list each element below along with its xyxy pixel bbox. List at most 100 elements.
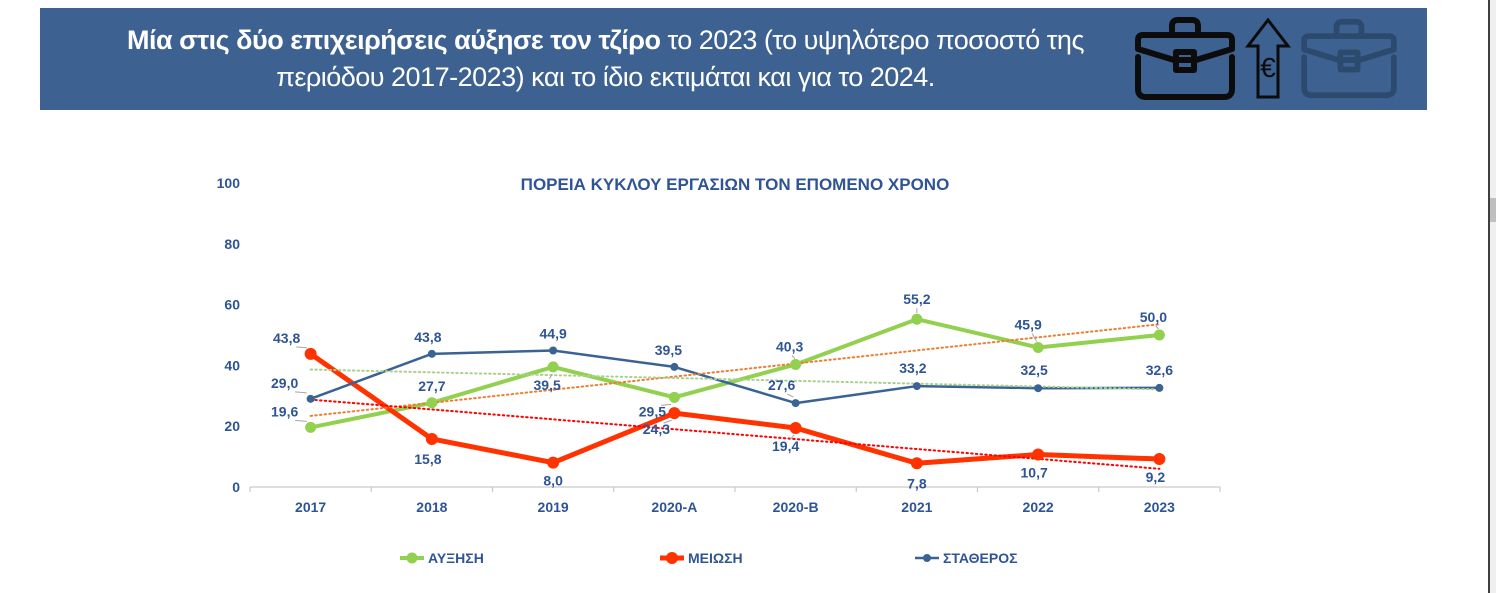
- x-tick-label: 2017: [295, 499, 326, 515]
- label-leader-line: [1155, 325, 1159, 330]
- legend-item-ΑΥΞΗΣΗ: ΑΥΞΗΣΗ: [400, 550, 484, 566]
- legend-item-ΣΤΑΘΕΡΟΣ: ΣΤΑΘΕΡΟΣ: [915, 550, 1018, 566]
- data-point-ΣΤΑΘΕΡΟΣ: [1155, 383, 1164, 392]
- trendline-ΣΤΑΘΕΡΟΣ: [309, 368, 1161, 391]
- data-point-ΑΥΞΗΣΗ: [547, 361, 559, 373]
- data-label: 27,7: [418, 378, 445, 394]
- data-label: 43,8: [414, 329, 441, 345]
- label-leader-line: [549, 373, 553, 380]
- data-label: 32,6: [1146, 362, 1173, 378]
- chart-canvas: ΠΟΡΕΙΑ ΚΥΚΛΟΥ ΕΡΓΑΣΙΩΝ ΤΟΝ ΕΠΟΜΕΝΟ ΧΡΟΝΟ…: [217, 175, 1221, 566]
- data-label: 24,3: [643, 421, 670, 437]
- window-border: [1488, 0, 1490, 593]
- data-point-ΜΕΙΩΣΗ: [668, 407, 681, 420]
- data-label: 10,7: [1021, 464, 1048, 480]
- data-label: 39,5: [534, 377, 561, 393]
- legend-label: ΜΕΙΩΣΗ: [688, 550, 743, 566]
- euro-symbol: €: [1260, 52, 1276, 83]
- data-point-ΜΕΙΩΣΗ: [304, 347, 317, 360]
- data-point-ΣΤΑΘΕΡΟΣ: [791, 399, 800, 408]
- data-label: 50,0: [1140, 309, 1167, 325]
- data-point-ΜΕΙΩΣΗ: [547, 456, 560, 469]
- data-label: 32,5: [1021, 362, 1048, 378]
- data-point-ΜΕΙΩΣΗ: [789, 422, 802, 435]
- data-point-ΑΥΞΗΣΗ: [426, 397, 438, 409]
- x-tick-label: 2021: [901, 499, 932, 515]
- headline-text: Μία στις δύο επιχειρήσεις αύξησε τον τζί…: [46, 22, 1126, 96]
- data-point-ΑΥΞΗΣΗ: [1032, 341, 1044, 353]
- data-point-ΑΥΞΗΣΗ: [1153, 329, 1165, 341]
- scrollbar-track[interactable]: [1490, 0, 1496, 593]
- x-tick-label: 2018: [416, 499, 447, 515]
- data-point-ΑΥΞΗΣΗ: [790, 358, 802, 370]
- trendline-ΜΕΙΩΣΗ: [309, 398, 1161, 470]
- data-label: 15,8: [414, 451, 441, 467]
- data-label: 19,4: [772, 438, 799, 454]
- label-leader-line: [294, 391, 307, 394]
- y-tick-label: 100: [217, 175, 241, 191]
- series-line-ΜΕΙΩΣΗ: [308, 351, 1162, 466]
- data-point-ΜΕΙΩΣΗ: [910, 457, 923, 470]
- data-label: 8,0: [543, 473, 563, 489]
- data-label: 39,5: [655, 342, 682, 358]
- data-label: 40,3: [776, 338, 803, 354]
- data-point-ΣΤΑΘΕΡΟΣ: [549, 346, 558, 355]
- series-line-ΣΤΑΘΕΡΟΣ: [309, 349, 1161, 405]
- y-tick-label: 60: [224, 297, 240, 313]
- data-point-ΜΕΙΩΣΗ: [425, 432, 438, 445]
- data-label: 44,9: [540, 326, 567, 342]
- scrollbar-thumb[interactable]: [1490, 198, 1496, 222]
- data-label: 43,8: [273, 330, 300, 346]
- data-point-ΜΕΙΩΣΗ: [1032, 448, 1045, 461]
- y-tick-label: 20: [224, 418, 240, 434]
- x-tick-label: 2020-A: [651, 499, 697, 515]
- data-point-ΑΥΞΗΣΗ: [668, 391, 680, 403]
- data-point-ΑΥΞΗΣΗ: [305, 421, 317, 433]
- label-leader-line: [1031, 333, 1038, 342]
- data-label: 33,2: [899, 360, 926, 376]
- data-point-ΣΤΑΘΕΡΟΣ: [427, 349, 436, 358]
- briefcase-increase-icon: [1135, 17, 1235, 100]
- label-leader-line: [787, 393, 794, 398]
- x-tick-label: 2019: [538, 499, 569, 515]
- data-label: 29,0: [271, 375, 298, 391]
- headline-bold-text: Μία στις δύο επιχειρήσεις αύξησε τον τζί…: [127, 25, 661, 55]
- x-tick-label: 2020-B: [773, 499, 819, 515]
- banner-icon-group: €: [1131, 8, 1427, 110]
- data-label: 7,8: [907, 475, 927, 491]
- label-leader-line: [789, 434, 795, 441]
- label-leader-line: [296, 346, 308, 349]
- chart-title: ΠΟΡΕΙΑ ΚΥΚΛΟΥ ΕΡΓΑΣΙΩΝ ΤΟΝ ΕΠΟΜΕΝΟ ΧΡΟΝΟ: [521, 175, 950, 194]
- label-leader-line: [294, 419, 307, 422]
- y-tick-label: 80: [224, 236, 240, 252]
- label-leader-line: [663, 419, 672, 424]
- data-label: 27,6: [768, 377, 795, 393]
- legend-item-ΜΕΙΩΣΗ: ΜΕΙΩΣΗ: [660, 550, 743, 566]
- trendline-ΑΥΞΗΣΗ: [309, 323, 1161, 417]
- headline-rest-text: το 2023 (το υψηλότερο ποσοστό της περιόδ…: [276, 25, 1084, 92]
- data-point-ΣΤΑΘΕΡΟΣ: [306, 394, 315, 403]
- data-label: 19,6: [271, 403, 298, 419]
- data-label: 29,5: [639, 403, 666, 419]
- briefcase-steady-icon: [1301, 18, 1397, 99]
- x-tick-label: 2022: [1023, 499, 1054, 515]
- data-label: 9,2: [1146, 469, 1166, 485]
- label-leader-line: [791, 355, 796, 359]
- x-tick-label: 2023: [1144, 499, 1175, 515]
- y-tick-label: 0: [232, 479, 240, 495]
- label-leader-line: [661, 403, 672, 406]
- legend-marker-dot: [666, 552, 678, 564]
- data-point-ΣΤΑΘΕΡΟΣ: [670, 362, 679, 371]
- data-point-ΣΤΑΘΕΡΟΣ: [1034, 384, 1043, 393]
- data-point-ΜΕΙΩΣΗ: [1153, 453, 1166, 466]
- legend-label: ΣΤΑΘΕΡΟΣ: [943, 550, 1018, 566]
- legend-marker-dot: [923, 554, 931, 562]
- y-tick-label: 40: [224, 357, 240, 373]
- data-label: 55,2: [903, 291, 930, 307]
- data-point-ΣΤΑΘΕΡΟΣ: [912, 382, 921, 391]
- series-line-ΑΥΞΗΣΗ: [308, 317, 1162, 430]
- data-point-ΑΥΞΗΣΗ: [911, 313, 923, 325]
- arrow-up-euro-icon: €: [1245, 17, 1291, 99]
- headline-banner: Μία στις δύο επιχειρήσεις αύξησε τον τζί…: [40, 8, 1427, 110]
- data-label: 45,9: [1015, 316, 1042, 332]
